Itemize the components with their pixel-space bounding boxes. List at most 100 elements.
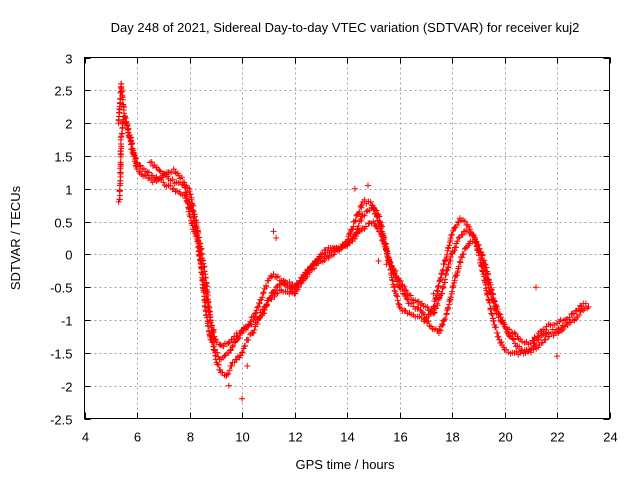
data-point	[446, 242, 453, 249]
data-point	[396, 303, 403, 310]
data-point	[388, 264, 395, 271]
data-point	[494, 330, 501, 337]
data-point	[375, 228, 382, 235]
data-point	[330, 251, 337, 258]
data-point	[447, 234, 454, 241]
data-point	[558, 327, 565, 334]
data-point	[476, 245, 483, 252]
data-point	[245, 337, 252, 344]
data-point	[248, 321, 255, 328]
data-point	[394, 297, 401, 304]
data-point	[189, 208, 196, 215]
data-point	[296, 277, 303, 284]
x-tick-label: 22	[550, 430, 564, 445]
data-point	[509, 335, 516, 342]
data-point	[440, 283, 447, 290]
data-point	[389, 267, 396, 274]
data-point	[148, 159, 155, 166]
data-point	[402, 286, 409, 293]
data-point	[443, 267, 450, 274]
data-point	[183, 193, 190, 200]
data-point	[501, 321, 508, 328]
data-point	[374, 217, 381, 224]
x-tick-label: 16	[393, 430, 407, 445]
data-point	[415, 298, 422, 305]
data-point	[439, 322, 446, 329]
data-point	[251, 327, 258, 334]
y-tick-label: 2.5	[54, 84, 72, 99]
data-point	[259, 294, 266, 301]
data-point	[370, 207, 377, 214]
data-point	[443, 251, 450, 258]
data-point	[510, 336, 517, 343]
data-point	[256, 315, 263, 322]
data-point	[489, 311, 496, 318]
data-point	[130, 149, 137, 156]
y-tick-label: 0	[65, 248, 72, 263]
y-tick-label: 1.5	[54, 150, 72, 165]
data-point	[414, 305, 421, 312]
grid-lines	[84, 57, 610, 419]
data-point	[203, 282, 210, 289]
data-point	[397, 305, 404, 312]
data-point	[313, 260, 320, 267]
data-point	[118, 81, 125, 88]
data-point	[124, 121, 131, 128]
data-point	[566, 314, 573, 321]
data-point	[274, 289, 281, 296]
data-point	[239, 349, 245, 356]
data-point	[178, 174, 185, 181]
data-point	[169, 176, 176, 183]
data-point	[492, 324, 499, 331]
data-point	[288, 289, 295, 296]
data-point	[271, 287, 278, 294]
data-point	[254, 304, 261, 311]
data-point	[273, 235, 280, 241]
data-point	[229, 343, 236, 350]
data-point	[542, 336, 549, 343]
y-tick-label: 0.5	[54, 216, 72, 231]
data-point	[439, 321, 446, 328]
data-point	[585, 303, 592, 310]
data-point	[199, 271, 206, 278]
data-point	[230, 336, 237, 343]
data-point	[346, 231, 353, 238]
data-point	[434, 302, 441, 309]
data-point	[348, 226, 355, 233]
data-point	[555, 329, 562, 336]
data-point	[482, 261, 489, 268]
data-point	[374, 214, 381, 221]
data-point	[375, 257, 382, 264]
data-point	[292, 290, 299, 297]
data-point	[576, 311, 583, 318]
data-point	[453, 222, 460, 229]
data-point	[227, 347, 234, 354]
data-point	[195, 234, 202, 241]
data-point	[471, 238, 478, 245]
data-point	[481, 257, 488, 264]
data-point	[393, 292, 400, 299]
data-point	[292, 284, 299, 291]
data-point	[365, 182, 371, 189]
data-point	[302, 269, 309, 276]
data-point	[478, 251, 485, 258]
data-point	[253, 307, 260, 314]
data-point	[227, 346, 234, 353]
data-point	[201, 268, 208, 275]
data-point	[426, 322, 433, 329]
data-point	[273, 274, 280, 281]
y-tick-label: -2.5	[50, 413, 72, 428]
data-point	[403, 295, 410, 302]
data-point	[187, 191, 194, 198]
data-point	[542, 326, 549, 333]
data-point	[491, 306, 498, 313]
x-tick-label: 20	[498, 430, 512, 445]
chart-title: Day 248 of 2021, Sidereal Day-to-day VTE…	[111, 20, 580, 35]
data-point	[434, 287, 441, 294]
data-point	[237, 352, 244, 359]
data-point	[582, 300, 589, 307]
data-point	[531, 334, 538, 341]
data-point	[454, 268, 461, 275]
data-point	[561, 323, 568, 330]
data-point	[399, 286, 406, 293]
